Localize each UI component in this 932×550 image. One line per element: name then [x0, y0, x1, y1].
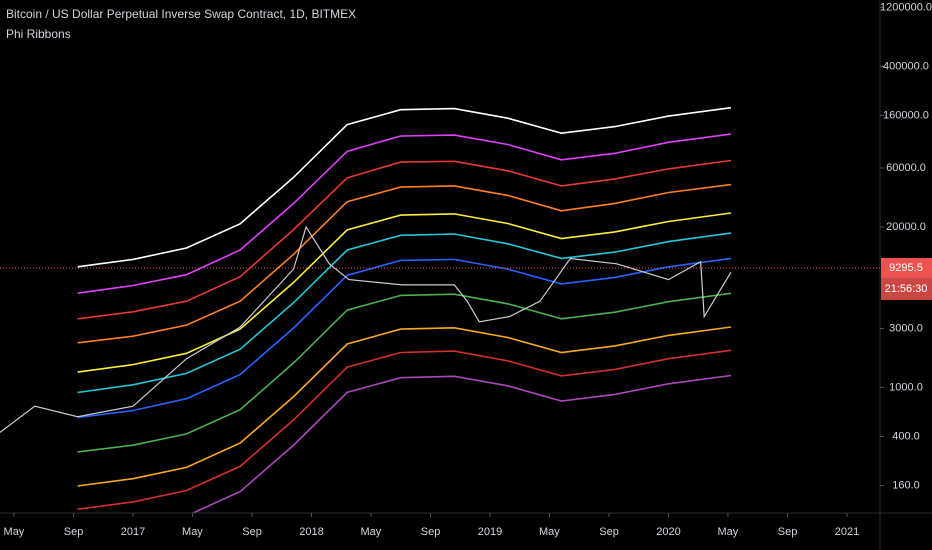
x-tick-label: 2020 [656, 526, 680, 538]
y-tick-label: 160.0 [892, 480, 920, 492]
ribbon-line [77, 212, 732, 373]
x-tick-label: Sep [421, 526, 441, 538]
x-tick-label: Sep [599, 526, 619, 538]
ribbon-line [77, 133, 732, 294]
x-tick-label: May [361, 526, 382, 538]
indicator-name: Phi Ribbons [6, 27, 71, 41]
countdown-label: 21:56:30 [885, 283, 928, 295]
x-tick-label: 2018 [299, 526, 323, 538]
x-tick-label: May [539, 526, 560, 538]
price-line [0, 225, 732, 433]
x-tick-label: 2019 [478, 526, 502, 538]
countdown-box [881, 277, 932, 300]
ribbon-line [77, 326, 732, 487]
y-tick-label: 400000.0 [883, 60, 929, 72]
chart-title: Bitcoin / US Dollar Perpetual Inverse Sw… [6, 7, 356, 21]
x-tick-label: May [718, 526, 739, 538]
last-price-box [881, 257, 932, 278]
x-tick-label: Sep [242, 526, 262, 538]
y-tick-label: 1000.0 [889, 381, 923, 393]
last-price-label: 9295.5 [889, 262, 923, 274]
ribbon-line [77, 257, 732, 419]
x-tick-label: Sep [64, 526, 84, 538]
x-tick-label: 2021 [835, 526, 859, 538]
y-tick-label: 1200000.0 [880, 1, 932, 13]
y-tick-label: 20000.0 [886, 221, 926, 233]
ribbon-line [77, 349, 732, 510]
y-tick-label: 3000.0 [889, 322, 923, 334]
plot-area [0, 106, 732, 513]
ribbon-line [77, 292, 732, 453]
x-tick-label: Sep [778, 526, 798, 538]
y-tick-label: 60000.0 [886, 162, 926, 174]
ribbon-line [190, 374, 732, 513]
ribbon-line [77, 106, 732, 268]
ribbon-line [77, 183, 732, 344]
y-tick-label: 160000.0 [883, 109, 929, 121]
ribbon-line [77, 159, 732, 320]
x-tick-label: 2017 [121, 526, 145, 538]
y-tick-label: 400.0 [892, 430, 920, 442]
x-tick-label: May [182, 526, 203, 538]
x-tick-label: May [4, 526, 25, 538]
ribbon-line [77, 232, 732, 394]
